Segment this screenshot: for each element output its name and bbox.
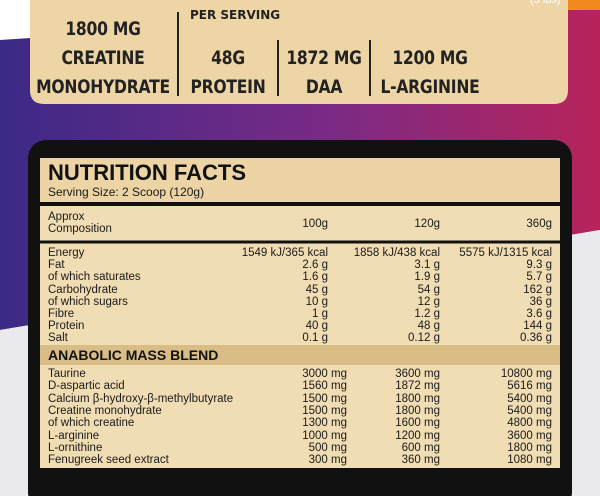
- row-value: 3600 mg: [507, 429, 552, 442]
- row-label: L-ornithine: [48, 441, 103, 454]
- row-value: 5575 kJ/1315 kcal: [459, 247, 552, 259]
- row-label: Fibre: [48, 308, 75, 320]
- row-label: Calcium β-hydroxy-β-methylbutyrate: [48, 392, 234, 405]
- row-value: 5616 mg: [507, 380, 552, 393]
- highlight-name: DAA: [305, 76, 343, 98]
- highlight-name: MONOHYDRATE: [36, 76, 170, 98]
- row-value: 1200 mg: [395, 429, 440, 442]
- row-value: 10 g: [305, 295, 328, 308]
- head-label: Composition: [48, 223, 112, 235]
- row-value: 3.6 g: [526, 308, 552, 320]
- row-value: 2.6 g: [302, 259, 328, 272]
- badge: (5 lbs): [530, 0, 561, 6]
- head-label: Approx: [48, 211, 85, 223]
- row-value: 3.1 g: [414, 259, 440, 272]
- highlight-amount: 1200 MG: [392, 47, 468, 69]
- row-value: 360 mg: [401, 454, 440, 467]
- row-value: 1080 mg: [507, 454, 552, 467]
- row-label: Carbohydrate: [48, 283, 118, 296]
- row-value: 0.36 g: [520, 332, 552, 345]
- row-value: 300 mg: [308, 454, 347, 467]
- row-label: of which saturates: [48, 271, 141, 284]
- row-value: 40 g: [305, 320, 328, 333]
- facts-header: [40, 158, 560, 202]
- blend-header: [40, 345, 560, 365]
- row-value: 54 g: [417, 283, 440, 296]
- row-value: 0.1 g: [302, 332, 328, 345]
- row-value: 1549 kJ/365 kcal: [241, 247, 328, 259]
- highlight-name: PROTEIN: [190, 76, 266, 98]
- row-value: 10800 mg: [500, 368, 552, 380]
- highlight-box: [30, 0, 568, 104]
- row-label: of which sugars: [48, 295, 128, 308]
- row-label: Creatine monohydrate: [48, 404, 162, 417]
- row-value: 162 g: [523, 283, 552, 296]
- highlight-amount: 1872 MG: [286, 47, 362, 69]
- row-value: 1872 mg: [395, 380, 440, 393]
- row-value: 1500 mg: [302, 392, 347, 405]
- row-value: 48 g: [417, 320, 440, 333]
- column-head: 120g: [414, 218, 440, 230]
- column-head: 360g: [526, 218, 552, 230]
- row-value: 1600 mg: [395, 417, 440, 430]
- row-value: 4800 mg: [507, 417, 552, 430]
- row-label: Fat: [48, 259, 65, 272]
- row-value: 1858 kJ/438 kcal: [353, 247, 440, 259]
- blend-title: ANABOLIC MASS BLEND: [48, 347, 219, 363]
- row-label: Fenugreek seed extract: [48, 454, 169, 467]
- row-value: 3600 mg: [395, 368, 440, 380]
- row-value: 36 g: [529, 295, 552, 308]
- row-value: 1500 mg: [302, 404, 347, 417]
- row-value: 12 g: [417, 295, 440, 308]
- row-label: D-aspartic acid: [48, 380, 125, 393]
- highlight-amount: 48G: [211, 47, 245, 69]
- row-value: 5400 mg: [507, 392, 552, 405]
- row-value: 5.7 g: [526, 271, 552, 284]
- row-value: 500 mg: [308, 441, 347, 454]
- row-value: 1000 mg: [302, 429, 347, 442]
- row-value: 1.2 g: [414, 308, 440, 320]
- row-value: 3000 mg: [302, 368, 347, 380]
- row-label: Protein: [48, 320, 85, 333]
- highlight-name: CREATINE: [61, 47, 145, 69]
- row-value: 144 g: [523, 320, 552, 333]
- facts-body: [40, 206, 560, 468]
- row-value: 1800 mg: [395, 392, 440, 405]
- row-value: 0.12 g: [408, 332, 440, 345]
- row-value: 1.9 g: [414, 271, 440, 284]
- row-value: 600 mg: [401, 441, 440, 454]
- row-value: 1 g: [312, 308, 328, 320]
- row-value: 9.3 g: [526, 259, 552, 272]
- row-value: 1.6 g: [302, 271, 328, 284]
- column-head: 100g: [302, 218, 328, 230]
- row-label: Taurine: [48, 368, 86, 380]
- row-value: 1800 mg: [507, 441, 552, 454]
- row-label: L-arginine: [48, 429, 100, 442]
- row-label: Salt: [48, 332, 68, 345]
- row-value: 1300 mg: [302, 417, 347, 430]
- row-label: Energy: [48, 247, 85, 259]
- highlight-amount: 1800 MG: [65, 18, 141, 40]
- row-value: 1800 mg: [395, 404, 440, 417]
- row-value: 1560 mg: [302, 380, 347, 393]
- highlight-name: L-ARGININE: [380, 76, 480, 98]
- serving-size: Serving Size: 2 Scoop (120g): [48, 185, 205, 199]
- per-serving: PER SERVING: [190, 8, 281, 22]
- row-value: 45 g: [305, 283, 328, 296]
- facts-title: NUTRITION FACTS: [48, 160, 246, 185]
- row-label: of which creatine: [48, 417, 135, 430]
- row-value: 5400 mg: [507, 404, 552, 417]
